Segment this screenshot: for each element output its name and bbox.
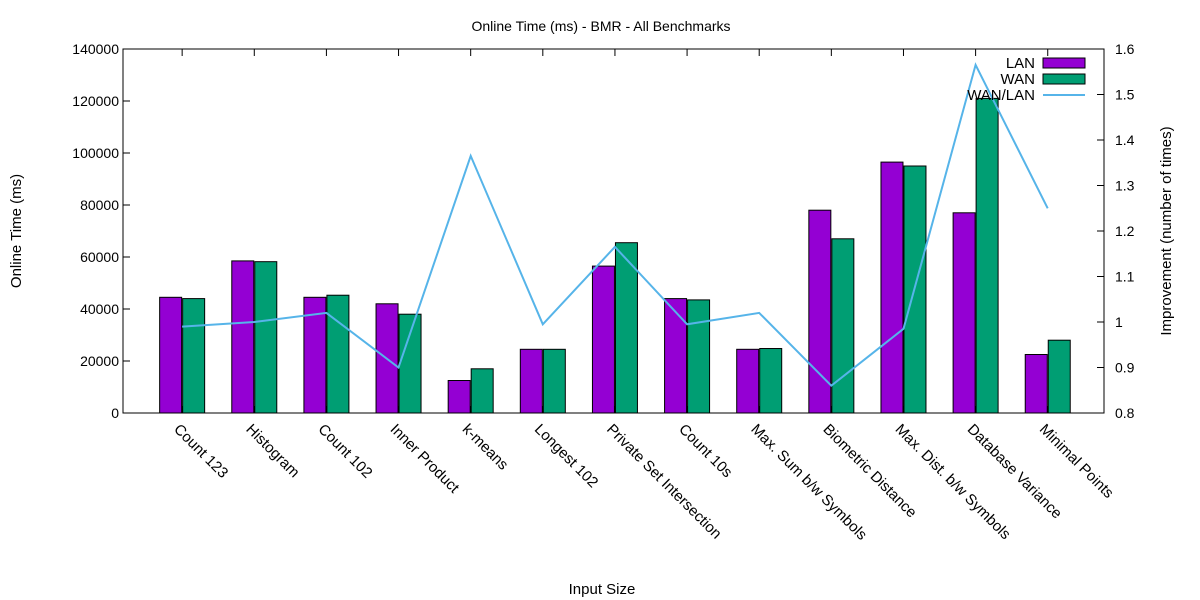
bar-lan bbox=[231, 260, 255, 414]
y2-tick-label: 1.6 bbox=[1115, 41, 1135, 57]
bar-wan bbox=[687, 299, 711, 414]
x-tick-label: k-means bbox=[459, 421, 512, 474]
bar-wan bbox=[975, 97, 999, 414]
bar-lan bbox=[808, 209, 832, 414]
y2-tick-label: 1.2 bbox=[1115, 223, 1135, 239]
x-tick-label: Max. Dist. b/w Symbols bbox=[892, 421, 1014, 543]
y-tick-label: 80000 bbox=[80, 197, 119, 213]
y2-tick-label: 0.8 bbox=[1115, 405, 1135, 421]
bar-lan bbox=[159, 296, 183, 414]
y-tick-label: 100000 bbox=[72, 145, 119, 161]
bar-lan bbox=[519, 348, 543, 414]
y-tick-label: 140000 bbox=[72, 41, 119, 57]
legend-label: LAN bbox=[1006, 55, 1035, 72]
x-tick-label: Longest 102 bbox=[531, 421, 601, 491]
bar-lan bbox=[303, 296, 327, 414]
x-tick-label: Count 10s bbox=[675, 421, 735, 481]
bar-lan bbox=[880, 161, 904, 414]
plot-area: 0 20000 40000 60000 80000 100000 120000 140000 0… bbox=[72, 41, 1134, 544]
x-tick-label: Count 123 bbox=[170, 421, 231, 482]
bar-wan bbox=[614, 242, 638, 414]
bar-wan bbox=[398, 313, 422, 414]
bar-wan bbox=[831, 238, 855, 414]
y2-tick-label: 1.4 bbox=[1115, 132, 1135, 148]
bar-wan bbox=[326, 294, 350, 414]
x-axis-label: Input Size bbox=[569, 581, 636, 598]
y2-tick-label: 1.1 bbox=[1115, 269, 1135, 285]
x-tick-label: Count 102 bbox=[315, 421, 376, 482]
y-tick-label: 40000 bbox=[80, 301, 119, 317]
x-tick-label: Minimal Points bbox=[1036, 421, 1117, 502]
bar-lan bbox=[952, 212, 976, 414]
chart-title: Online Time (ms) - BMR - All Benchmarks bbox=[471, 18, 730, 34]
bar-lan bbox=[664, 298, 688, 414]
legend-swatch bbox=[1042, 73, 1086, 85]
x-tick-label: Max. Sum b/w Symbols bbox=[747, 421, 870, 544]
bar-wan bbox=[1047, 339, 1071, 414]
bar-wan bbox=[254, 261, 278, 414]
bar-wan bbox=[542, 348, 566, 414]
bar-lan bbox=[1024, 354, 1048, 414]
y2-axis-label: Improvement (number of times) bbox=[1158, 126, 1175, 335]
bar-lan bbox=[736, 348, 760, 414]
y-tick-label: 60000 bbox=[80, 249, 119, 265]
legend-label: WAN/LAN bbox=[967, 87, 1035, 104]
y2-tick-label: 1.3 bbox=[1115, 178, 1135, 194]
bar-lan bbox=[591, 265, 615, 414]
legend-label: WAN bbox=[1001, 71, 1035, 88]
bar-wan bbox=[759, 348, 783, 414]
bar-lan bbox=[447, 380, 471, 414]
y-axis-label: Online Time (ms) bbox=[8, 174, 25, 288]
x-tick-label: Inner Product bbox=[387, 421, 463, 497]
y2-tick-label: 1 bbox=[1115, 314, 1123, 330]
y-tick-label: 0 bbox=[111, 405, 119, 421]
y-tick-label: 120000 bbox=[72, 93, 119, 109]
bar-wan bbox=[182, 298, 206, 414]
y-tick-label: 20000 bbox=[80, 353, 119, 369]
y2-tick-label: 0.9 bbox=[1115, 360, 1135, 376]
legend-swatch bbox=[1042, 57, 1086, 69]
bar-wan bbox=[470, 368, 494, 414]
x-tick-label: Histogram bbox=[242, 421, 302, 481]
line-wan-lan bbox=[182, 62, 1049, 388]
y2-tick-label: 1.5 bbox=[1115, 87, 1135, 103]
